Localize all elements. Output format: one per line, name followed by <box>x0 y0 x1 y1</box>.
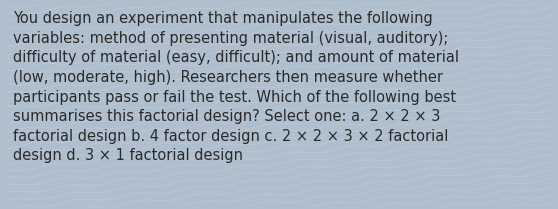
Text: You design an experiment that manipulates the following
variables: method of pre: You design an experiment that manipulate… <box>13 11 459 163</box>
